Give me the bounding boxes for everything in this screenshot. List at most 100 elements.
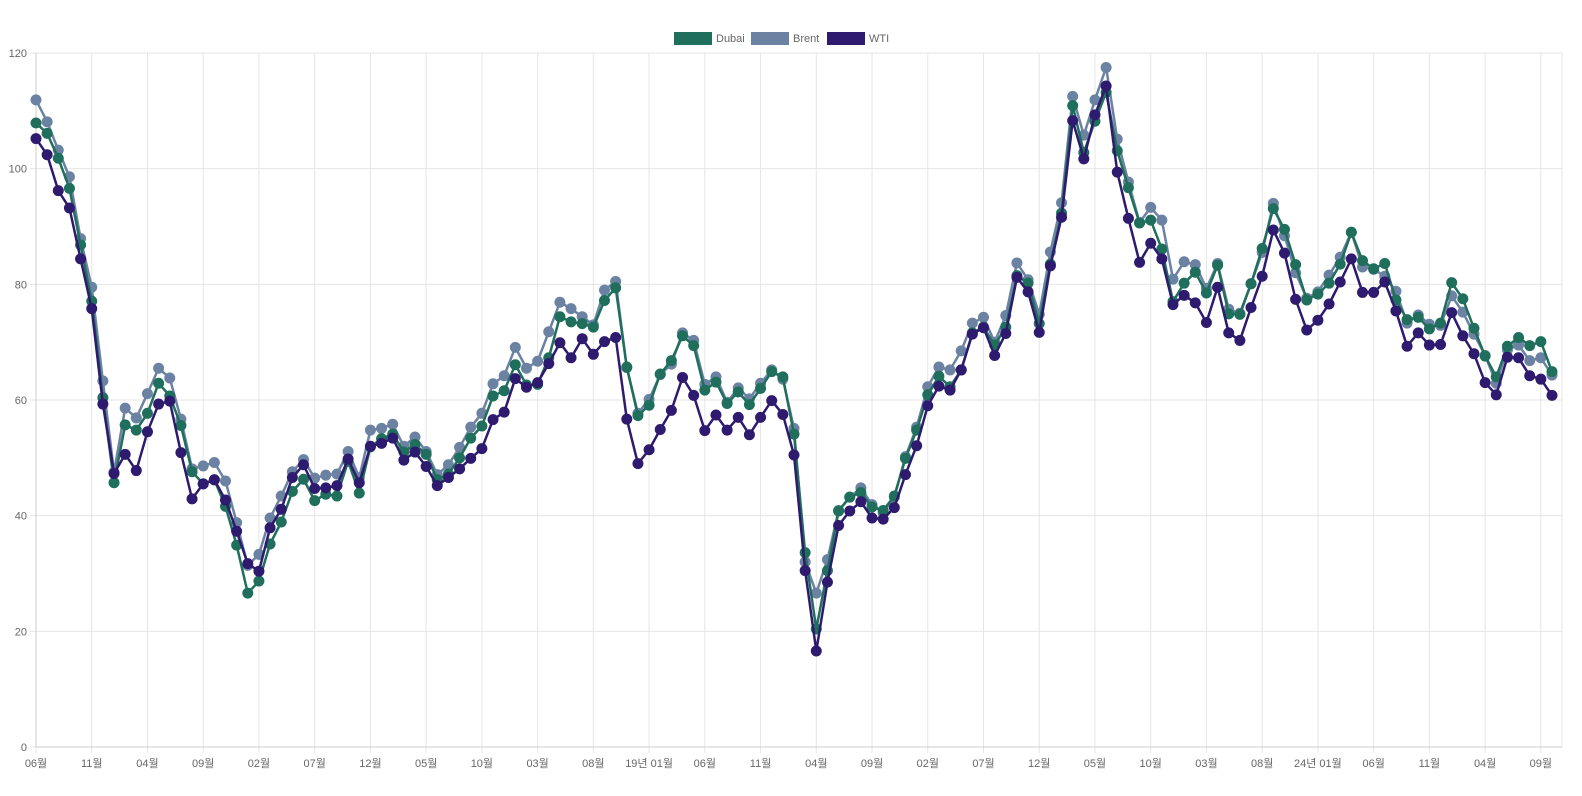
x-tick-label: 09월 (192, 757, 214, 770)
data-point-wti (231, 525, 243, 537)
data-point-dubai (1513, 332, 1525, 344)
x-tick-label: 05월 (415, 757, 437, 770)
data-point-wti (208, 474, 220, 486)
data-point-dubai (1546, 366, 1558, 378)
data-point-wti (1423, 339, 1435, 351)
legend-item-dubai: Dubai (674, 32, 745, 45)
data-point-brent (944, 364, 956, 376)
data-point-wti (1490, 389, 1502, 401)
x-tick-label: 11월 (750, 757, 772, 770)
data-point-dubai (1412, 311, 1424, 323)
data-point-wti (1535, 373, 1547, 385)
data-point-brent (543, 326, 555, 338)
data-point-dubai (1446, 277, 1458, 289)
data-point-dubai (509, 359, 521, 371)
data-point-dubai (1501, 340, 1513, 352)
data-point-wti (186, 493, 198, 505)
data-point-wti (164, 395, 176, 407)
data-point-wti (1189, 297, 1201, 309)
data-point-wti (1323, 298, 1335, 310)
data-point-wti (353, 477, 365, 489)
x-tick-label: 04월 (136, 757, 158, 770)
data-point-brent (1145, 201, 1157, 213)
data-point-wti (420, 461, 432, 473)
data-point-wti (141, 426, 153, 438)
data-point-wti (342, 453, 354, 465)
data-point-wti (108, 467, 120, 479)
data-point-dubai (1245, 278, 1257, 290)
data-point-wti (1446, 307, 1458, 319)
data-point-dubai (699, 384, 711, 396)
data-point-wti (576, 333, 588, 345)
data-point-wti (75, 253, 87, 265)
legend-label-wti: WTI (869, 33, 889, 45)
data-point-wti (364, 440, 376, 452)
data-point-wti (1401, 340, 1413, 352)
data-point-dubai (777, 371, 789, 383)
data-point-brent (933, 361, 945, 373)
data-point-dubai (1189, 266, 1201, 278)
data-point-dubai (1457, 293, 1469, 305)
data-point-dubai (576, 318, 588, 330)
legend-item-brent: Brent (751, 32, 819, 45)
data-point-dubai (476, 420, 488, 432)
data-point-wti (632, 458, 644, 470)
legend-item-wti: WTI (827, 32, 889, 45)
data-point-brent (364, 424, 376, 436)
data-point-dubai (732, 386, 744, 398)
data-point-dubai (866, 501, 878, 513)
data-point-dubai (275, 516, 287, 528)
data-point-brent (509, 341, 521, 353)
data-point-wti (543, 358, 555, 370)
data-point-dubai (309, 495, 321, 507)
data-point-wti (1334, 276, 1346, 288)
data-point-dubai (677, 330, 689, 342)
data-point-dubai (1278, 223, 1290, 235)
series-brent (30, 61, 1558, 599)
data-point-wti (1301, 324, 1313, 336)
x-tick-label: 03월 (526, 757, 548, 770)
data-point-dubai (710, 376, 722, 388)
data-point-wti (63, 202, 75, 214)
data-point-brent (1011, 257, 1023, 269)
data-point-dubai (1122, 182, 1134, 194)
y-tick-label: 60 (15, 395, 27, 407)
data-point-wti (153, 398, 165, 410)
data-point-wti (175, 447, 187, 459)
x-tick-label: 04월 (805, 757, 827, 770)
data-point-dubai (587, 321, 599, 333)
data-point-wti (454, 463, 466, 475)
data-point-dubai (632, 410, 644, 422)
data-point-dubai (665, 355, 677, 367)
data-point-wti (320, 482, 332, 494)
data-point-wti (621, 413, 633, 425)
data-point-dubai (1267, 203, 1279, 215)
data-point-wti (554, 337, 566, 349)
data-point-wti (1267, 224, 1279, 236)
data-point-brent (1156, 214, 1168, 226)
legend-swatch-wti (827, 32, 865, 45)
data-point-wti (376, 437, 388, 449)
data-point-wti (1278, 247, 1290, 259)
data-point-wti (989, 349, 1001, 361)
data-point-wti (1122, 212, 1134, 224)
data-point-dubai (565, 316, 577, 328)
data-point-wti (1546, 389, 1558, 401)
x-tick-label: 24년 01월 (1294, 757, 1342, 770)
data-point-wti (52, 185, 64, 197)
data-point-wti (933, 380, 945, 392)
data-point-wti (409, 446, 421, 458)
data-point-wti (197, 478, 209, 490)
data-point-wti (1111, 166, 1123, 178)
x-tick-label: 06월 (25, 757, 47, 770)
data-point-wti (509, 373, 521, 385)
data-point-brent (387, 418, 399, 430)
data-point-wti (777, 408, 789, 420)
axes: 0 20 40 60 80 100 120 06월 11월 04월 09월 02월 07월 12월 05월 1… (9, 48, 1562, 770)
series-wti (30, 80, 1558, 657)
data-point-wti (1412, 327, 1424, 339)
data-point-wti (877, 513, 889, 525)
data-point-dubai (1401, 314, 1413, 326)
data-point-dubai (654, 368, 666, 380)
